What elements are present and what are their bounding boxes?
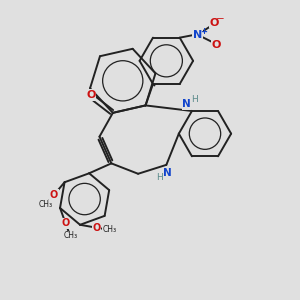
Text: +: + [201,27,208,36]
Text: N: N [163,168,171,178]
Text: O: O [61,218,70,228]
Text: O: O [209,18,219,28]
Text: −: − [216,14,225,24]
Text: O: O [211,40,221,50]
Text: H: H [156,173,163,182]
Text: N: N [193,30,202,40]
Text: O: O [50,190,58,200]
Text: H: H [191,95,198,104]
Text: CH₃: CH₃ [102,226,116,235]
Text: O: O [86,90,96,100]
Text: CH₃: CH₃ [38,200,52,209]
Text: O: O [92,223,100,232]
Text: CH₃: CH₃ [63,231,77,240]
Text: N: N [182,100,191,110]
